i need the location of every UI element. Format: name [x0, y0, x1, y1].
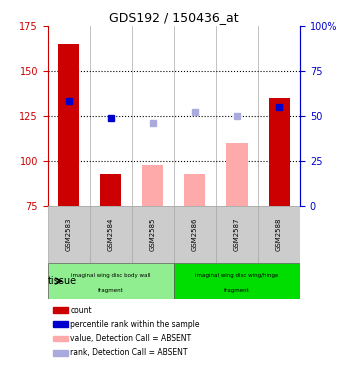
FancyBboxPatch shape [132, 206, 174, 263]
Text: rank, Detection Call = ABSENT: rank, Detection Call = ABSENT [71, 348, 188, 357]
Text: imaginal wing disc wing/hinge: imaginal wing disc wing/hinge [195, 273, 279, 278]
Text: value, Detection Call = ABSENT: value, Detection Call = ABSENT [71, 334, 192, 343]
Text: percentile rank within the sample: percentile rank within the sample [71, 320, 200, 329]
Text: GSM2585: GSM2585 [150, 218, 156, 251]
Bar [142, 165, 163, 206]
Text: tissue: tissue [48, 276, 77, 286]
Bar [53, 321, 68, 327]
Bar [268, 98, 290, 206]
Bar [58, 44, 79, 206]
FancyBboxPatch shape [48, 206, 90, 263]
FancyBboxPatch shape [216, 206, 258, 263]
FancyBboxPatch shape [174, 263, 300, 299]
Text: GSM2588: GSM2588 [276, 218, 282, 251]
Bar [184, 174, 205, 206]
Bar [53, 307, 68, 313]
FancyBboxPatch shape [174, 206, 216, 263]
Text: GSM2583: GSM2583 [66, 218, 72, 251]
Text: fragment: fragment [98, 288, 124, 293]
FancyBboxPatch shape [258, 206, 300, 263]
Title: GDS192 / 150436_at: GDS192 / 150436_at [109, 11, 239, 25]
Text: GSM2586: GSM2586 [192, 218, 198, 251]
Text: imaginal wing disc body wall: imaginal wing disc body wall [71, 273, 151, 278]
Text: fragment: fragment [224, 288, 250, 293]
Text: GSM2584: GSM2584 [108, 218, 114, 251]
Bar [53, 336, 68, 341]
Text: GSM2587: GSM2587 [234, 218, 240, 251]
FancyBboxPatch shape [48, 263, 174, 299]
Bar [100, 174, 121, 206]
Bar [53, 350, 68, 356]
FancyBboxPatch shape [90, 206, 132, 263]
Text: count: count [71, 306, 92, 314]
Bar [226, 143, 248, 206]
